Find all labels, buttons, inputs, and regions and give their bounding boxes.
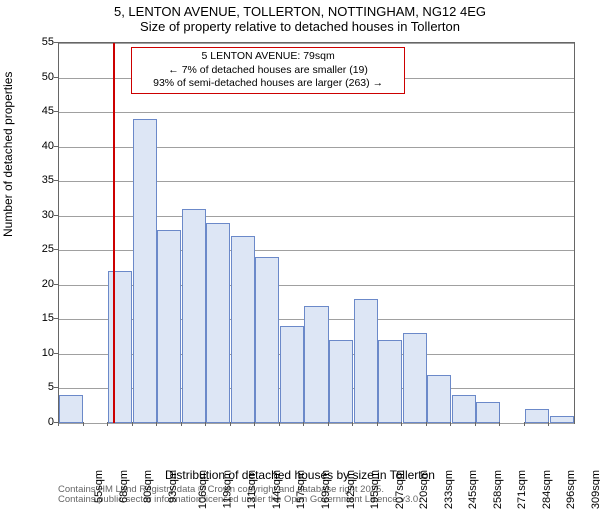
y-tick-label: 15	[26, 312, 54, 324]
annotation-line-3: 93% of semi-detached houses are larger (…	[138, 77, 398, 91]
histogram-bar	[550, 416, 574, 423]
x-tick-label: 195sqm	[369, 470, 381, 509]
x-tick-mark	[303, 422, 304, 426]
y-tick-label: 25	[26, 243, 54, 255]
x-tick-mark	[548, 422, 549, 426]
y-tick-label: 45	[26, 105, 54, 117]
histogram-bar	[231, 236, 255, 423]
y-tick-label: 30	[26, 209, 54, 221]
y-axis-title: Number of detached properties	[1, 72, 15, 237]
y-tick-label: 50	[26, 71, 54, 83]
x-tick-label: 106sqm	[197, 470, 209, 509]
x-tick-label: 182sqm	[345, 470, 357, 509]
y-tick-mark	[54, 249, 58, 250]
x-tick-mark	[254, 422, 255, 426]
gridline	[59, 423, 574, 424]
annotation-line-2: ← 7% of detached houses are smaller (19)	[138, 64, 398, 78]
histogram-bar	[206, 223, 230, 423]
x-tick-label: 93sqm	[167, 470, 179, 503]
histogram-bar	[133, 119, 157, 423]
plot-area: 5 LENTON AVENUE: 79sqm← 7% of detached h…	[58, 42, 575, 424]
y-tick-label: 35	[26, 174, 54, 186]
chart-title: 5, LENTON AVENUE, TOLLERTON, NOTTINGHAM,…	[0, 4, 600, 34]
gridline	[59, 43, 574, 44]
x-tick-label: 68sqm	[118, 470, 130, 503]
y-tick-label: 5	[26, 381, 54, 393]
x-tick-mark	[156, 422, 157, 426]
x-tick-label: 309sqm	[590, 470, 600, 509]
x-tick-mark	[401, 422, 402, 426]
histogram-bar	[476, 402, 500, 423]
x-tick-mark	[475, 422, 476, 426]
title-line-2: Size of property relative to detached ho…	[0, 19, 600, 34]
y-tick-mark	[54, 387, 58, 388]
x-tick-label: 220sqm	[418, 470, 430, 509]
x-tick-label: 55sqm	[93, 470, 105, 503]
histogram-bar	[108, 271, 132, 423]
title-line-1: 5, LENTON AVENUE, TOLLERTON, NOTTINGHAM,…	[0, 4, 600, 19]
histogram-bar	[378, 340, 402, 423]
histogram-bar	[182, 209, 206, 423]
histogram-bar	[329, 340, 353, 423]
y-tick-label: 20	[26, 278, 54, 290]
x-tick-label: 284sqm	[541, 470, 553, 509]
x-tick-label: 144sqm	[271, 470, 283, 509]
x-tick-mark	[499, 422, 500, 426]
x-tick-mark	[279, 422, 280, 426]
x-tick-label: 245sqm	[467, 470, 479, 509]
gridline	[59, 112, 574, 113]
x-tick-mark	[181, 422, 182, 426]
x-tick-label: 119sqm	[221, 470, 233, 508]
y-tick-mark	[54, 353, 58, 354]
y-tick-mark	[54, 42, 58, 43]
histogram-bar	[157, 230, 181, 423]
x-tick-label: 207sqm	[394, 470, 406, 509]
y-tick-label: 0	[26, 416, 54, 428]
histogram-bar	[525, 409, 549, 423]
x-tick-mark	[230, 422, 231, 426]
histogram-bar	[403, 333, 427, 423]
x-tick-mark	[107, 422, 108, 426]
y-tick-mark	[54, 180, 58, 181]
histogram-bar	[59, 395, 83, 423]
y-tick-label: 55	[26, 36, 54, 48]
x-tick-label: 131sqm	[247, 470, 259, 509]
property-marker-line	[113, 43, 115, 423]
x-tick-label: 169sqm	[320, 470, 332, 509]
x-tick-mark	[377, 422, 378, 426]
histogram-bar	[354, 299, 378, 423]
x-tick-mark	[524, 422, 525, 426]
x-tick-mark	[328, 422, 329, 426]
y-tick-mark	[54, 77, 58, 78]
histogram-bar	[280, 326, 304, 423]
histogram-bar	[452, 395, 476, 423]
annotation-line-1: 5 LENTON AVENUE: 79sqm	[138, 50, 398, 64]
annotation-box: 5 LENTON AVENUE: 79sqm← 7% of detached h…	[131, 47, 405, 94]
y-tick-mark	[54, 318, 58, 319]
x-tick-mark	[426, 422, 427, 426]
histogram-bar	[255, 257, 279, 423]
y-tick-label: 40	[26, 140, 54, 152]
x-tick-mark	[352, 422, 353, 426]
x-tick-label: 271sqm	[516, 470, 528, 509]
x-tick-mark	[205, 422, 206, 426]
y-tick-label: 10	[26, 347, 54, 359]
x-tick-mark	[132, 422, 133, 426]
x-tick-mark	[450, 422, 451, 426]
x-tick-mark	[83, 422, 84, 426]
x-tick-label: 157sqm	[296, 470, 308, 509]
histogram-bar	[304, 306, 328, 423]
histogram-bar	[427, 375, 451, 423]
y-tick-mark	[54, 215, 58, 216]
x-tick-label: 296sqm	[565, 470, 577, 509]
y-tick-mark	[54, 146, 58, 147]
x-tick-mark	[58, 422, 59, 426]
property-size-histogram: 5, LENTON AVENUE, TOLLERTON, NOTTINGHAM,…	[0, 0, 600, 500]
x-tick-label: 80sqm	[142, 470, 154, 503]
y-tick-mark	[54, 111, 58, 112]
x-tick-label: 233sqm	[443, 470, 455, 509]
x-tick-label: 258sqm	[492, 470, 504, 509]
y-tick-mark	[54, 284, 58, 285]
